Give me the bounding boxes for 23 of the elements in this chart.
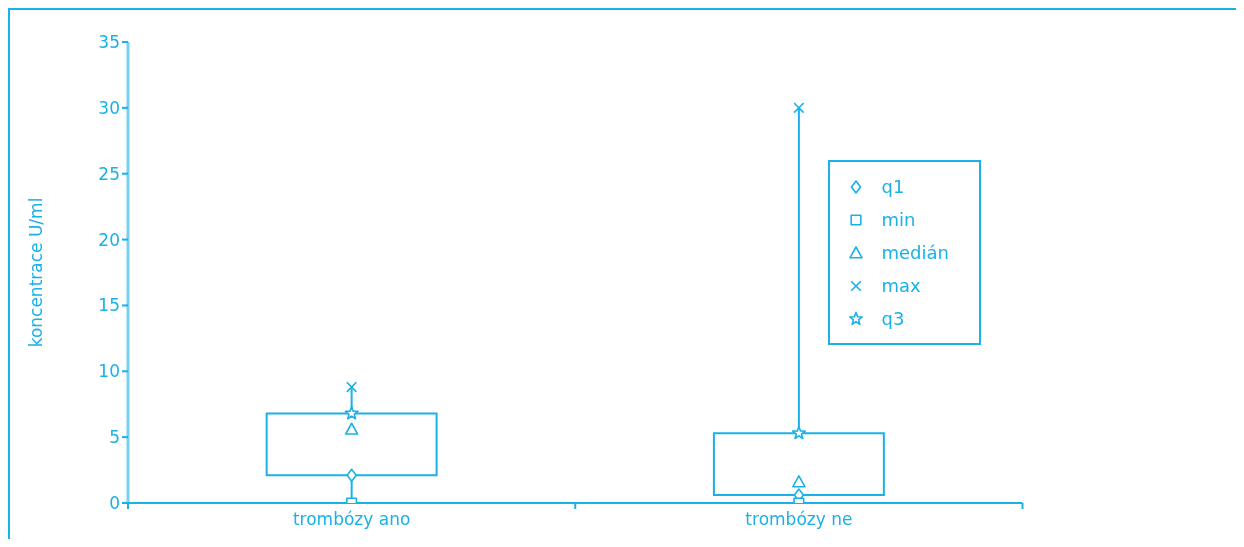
- y-tick-label: 20: [98, 229, 120, 250]
- legend-label: max: [881, 275, 921, 296]
- point: [792, 475, 806, 488]
- y-tick-label: 25: [98, 163, 120, 184]
- y-tick-label: 10: [98, 361, 120, 382]
- y-tick-label: 15: [98, 295, 120, 316]
- point: [346, 381, 358, 393]
- y-tick-label: 0: [109, 493, 120, 514]
- legend-label: medián: [881, 242, 949, 263]
- y-axis-title: koncentrace U/ml: [26, 197, 47, 348]
- y-tick-label: 5: [109, 427, 120, 448]
- y-tick-label: 35: [98, 32, 120, 53]
- legend-label: q1: [881, 176, 905, 197]
- point: [344, 422, 359, 435]
- legend-label: q3: [881, 308, 905, 329]
- x-tick-label: trombózy ne: [745, 509, 853, 529]
- x-tick-label: trombózy ano: [292, 509, 411, 529]
- point: [791, 425, 806, 440]
- point: [344, 406, 359, 420]
- y-tick-label: 30: [98, 97, 120, 118]
- point: [793, 102, 805, 114]
- point: [346, 468, 357, 483]
- legend-label: min: [881, 209, 916, 230]
